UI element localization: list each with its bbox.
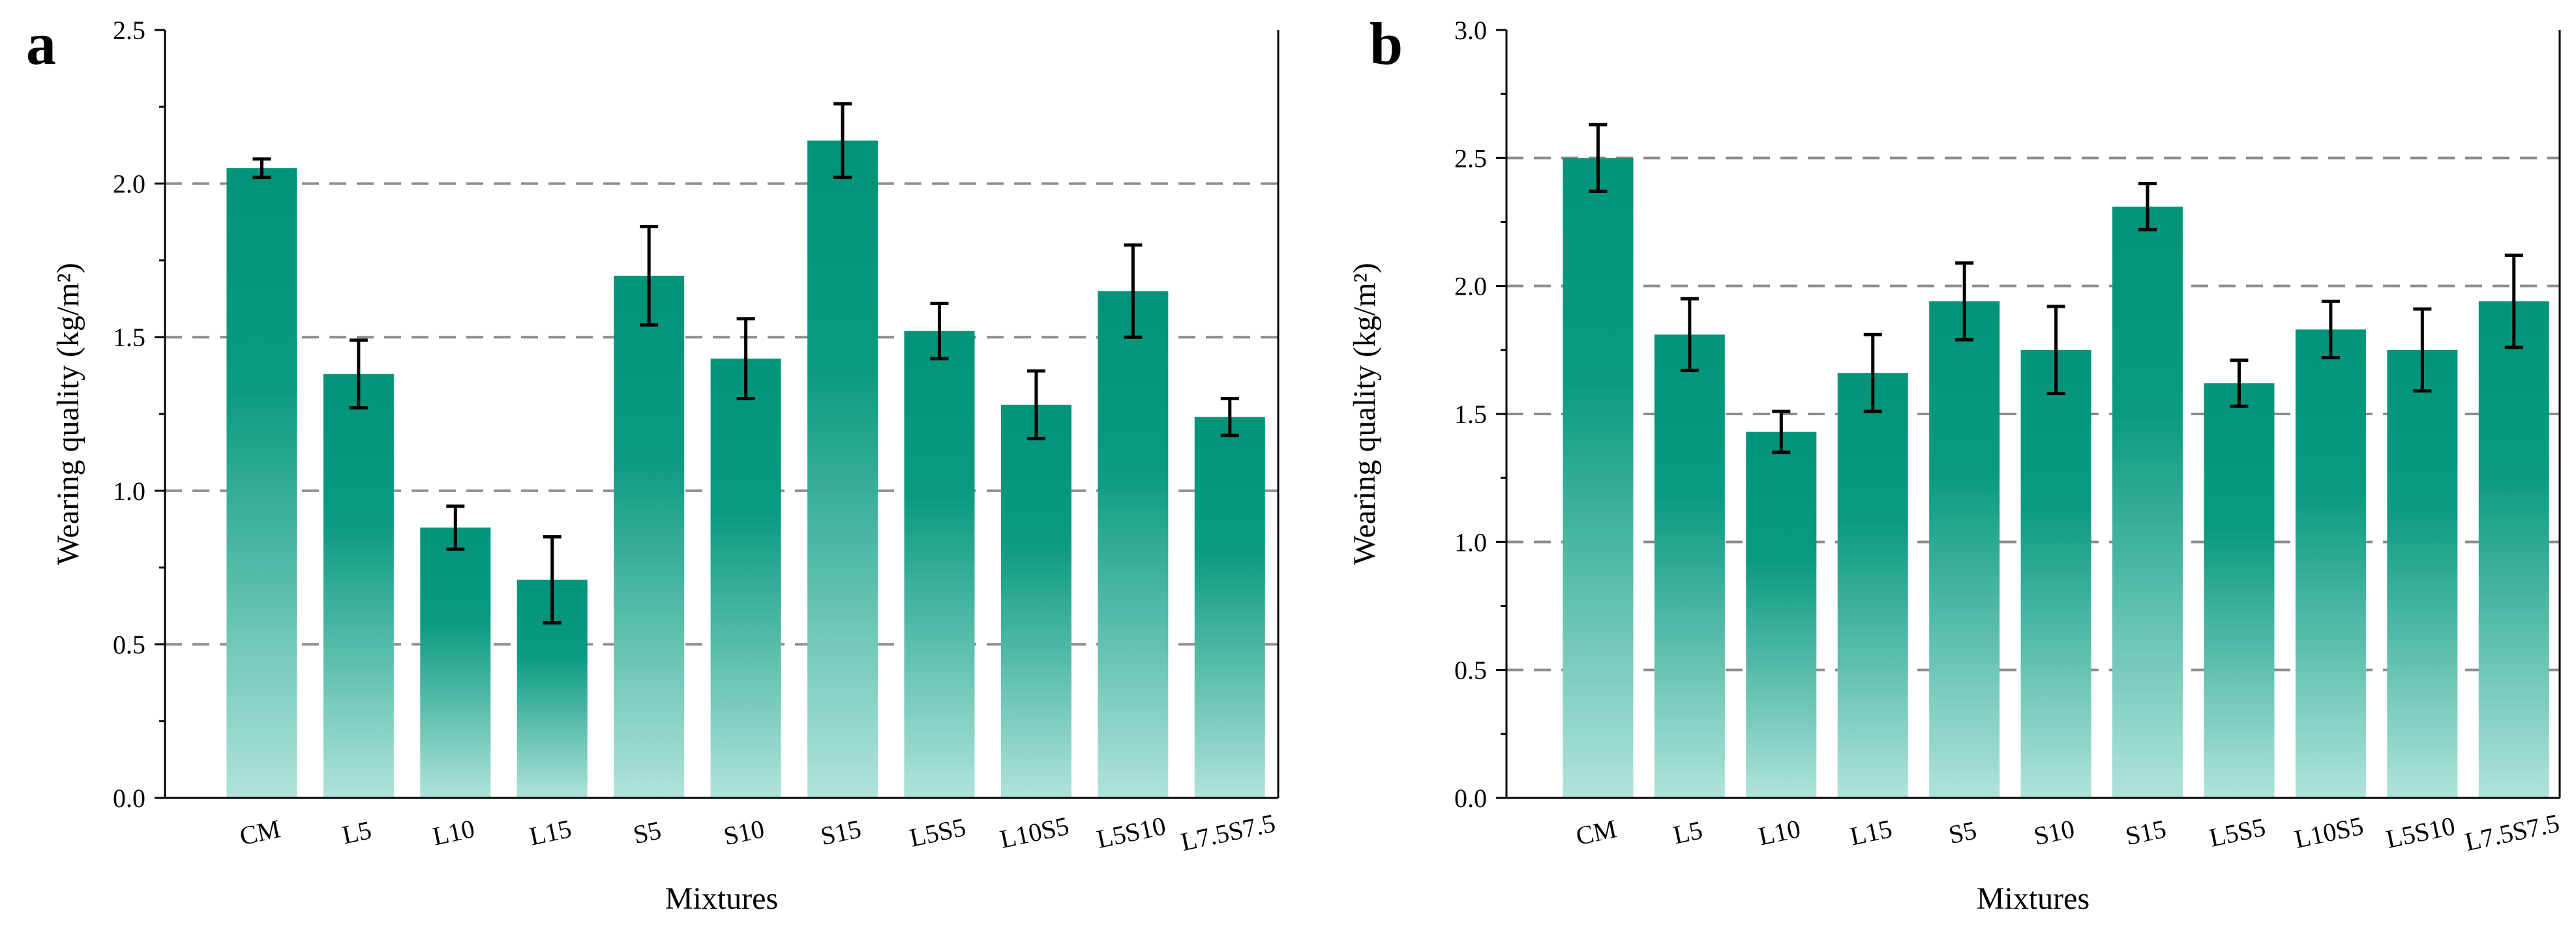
panel-a-xtick-label: S15: [818, 814, 863, 851]
panel-b-letter: b: [1370, 10, 1403, 77]
panel-a-bar-S15: [807, 140, 878, 798]
panel-b-xtick-label: S5: [1946, 815, 1979, 849]
panel-b-ytick-label: 1.0: [1454, 527, 1487, 557]
panel-a-xtick-label: S10: [721, 814, 767, 851]
panel-a-errorbar-L10S5: [1026, 369, 1045, 441]
panel-b-bar-CM: [1563, 158, 1634, 799]
panel-b: b 0.0 0.5 1.0 1.5 2.0 2.5 3.0 CM L5 L10 L15 S5 S10 S1…: [1347, 10, 2562, 916]
panel-a-xtick-label: L15: [527, 814, 574, 851]
panel-a-letter: a: [26, 10, 56, 77]
panel-a-errorbar-L5S5: [930, 301, 949, 360]
panel-a-xtick-label: L5S5: [907, 812, 968, 853]
panel-a-errorbar-L7.5S7.5: [1220, 396, 1239, 437]
panel-a-bar-L10: [420, 527, 491, 798]
panel-b-xtick-label: L15: [1848, 814, 1895, 851]
panel-b-errorbar-S10: [2046, 304, 2065, 396]
panel-a-xtick-label: L7.5S7.5: [1178, 808, 1278, 857]
panel-a-ytick-label: 1.0: [113, 477, 145, 506]
panel-b-ytick-label: 2.5: [1454, 143, 1487, 173]
panel-a-bar-L5: [323, 374, 394, 798]
panel-b-errorbar-L5: [1680, 297, 1699, 372]
panel-b-xtick-label: S10: [2031, 814, 2077, 851]
panel-a-errorbar-L5S10: [1124, 243, 1143, 339]
panel-b-ytick-label: 0.0: [1454, 784, 1487, 813]
panel-a-xtick-label: L10: [430, 814, 477, 851]
panel-a-bar-L5S10: [1098, 291, 1169, 798]
panel-a-errorbar-S10: [736, 317, 755, 400]
panel-b-bar-L5S10: [2387, 349, 2458, 798]
panel-b-errorbar-L7.5S7.5: [2504, 254, 2523, 349]
panel-b-errorbar-L5S5: [2230, 359, 2249, 408]
panel-b-bar-L10: [1746, 432, 1817, 798]
panel-b-plot: 0.0 0.5 1.0 1.5 2.0 2.5 3.0 CM L5 L10 L15 S5 S10 S15 L…: [1347, 16, 2562, 916]
panel-b-xtick-label: L7.5S7.5: [2463, 808, 2562, 857]
panel-b-xtick-label: CM: [1574, 814, 1619, 851]
panel-b-xtick-label: S15: [2123, 814, 2168, 851]
panel-a-ytick-label: 1.5: [113, 323, 145, 352]
panel-a-plot: 0.0 0.5 1.0 1.5 2.0 2.5 CM L5 L10 L15 S5 S10 S15 L5S5…: [51, 16, 1280, 916]
panel-a-xtick-label: CM: [237, 814, 283, 851]
panel-a-ytick-label: 2.5: [113, 16, 145, 45]
panel-a-yaxis-title: Wearing quality (kg/m²): [51, 263, 85, 565]
panel-a-ytick-label: 2.0: [113, 169, 145, 199]
panel-a-ytick-label: 0.0: [113, 784, 145, 813]
panel-a: a 0.0 0.5 1.0 1.5 2.0 2.5 CM L5 L10 L15 S5 S10 S15 L5…: [26, 10, 1280, 916]
panel-a-bar-S10: [710, 359, 781, 798]
panel-b-ytick-label: 1.5: [1454, 400, 1487, 429]
panel-a-bar-L10S5: [1000, 404, 1071, 798]
panel-b-xtick-label: L5: [1671, 815, 1705, 849]
panel-a-bar-S5: [614, 275, 685, 799]
panel-b-errorbar-L10: [1772, 409, 1791, 454]
panel-a-errorbar-S15: [833, 102, 852, 179]
panel-b-xtick-label: L10: [1756, 814, 1803, 851]
panel-a-xaxis-title: Mixtures: [665, 881, 778, 916]
panel-b-bar-L15: [1837, 373, 1908, 798]
panel-b-ytick-label: 3.0: [1454, 16, 1487, 45]
panel-b-errorbar-L5S10: [2413, 307, 2432, 393]
panel-b-bar-L5: [1654, 334, 1725, 798]
panel-a-errorbar-L15: [543, 535, 562, 625]
panel-b-bar-S15: [2112, 206, 2183, 798]
panel-a-bar-L5S5: [904, 331, 975, 798]
panel-b-errorbar-S5: [1955, 261, 1974, 342]
panel-b-bar-L10S5: [2295, 329, 2366, 798]
panel-a-errorbar-L10: [446, 504, 465, 551]
panel-b-xtick-label: L5S5: [2207, 812, 2268, 853]
panel-a-errorbar-CM: [252, 157, 271, 179]
panel-a-errorbar-L5: [349, 338, 368, 410]
panel-a-xtick-label: L5S10: [1094, 811, 1169, 854]
panel-b-xtick-label: L5S10: [2384, 811, 2458, 854]
panel-b-bar-L5S5: [2204, 383, 2275, 798]
panel-b-errorbar-S15: [2138, 182, 2157, 231]
panel-a-bar-CM: [226, 168, 297, 798]
panel-a-bar-L7.5S7.5: [1194, 417, 1265, 798]
panel-b-xaxis-title: Mixtures: [1977, 881, 2089, 916]
panel-a-xtick-label: L5: [340, 815, 374, 849]
panel-b-ytick-label: 2.0: [1454, 272, 1487, 301]
panel-a-xtick-label: S5: [631, 815, 664, 849]
panel-b-bar-S10: [2020, 349, 2091, 798]
panel-a-xtick-label: L10S5: [997, 811, 1071, 854]
panel-b-ytick-label: 0.5: [1454, 656, 1487, 685]
panel-b-bar-S5: [1929, 301, 2000, 798]
panel-b-xtick-label: L10S5: [2292, 811, 2366, 854]
panel-b-bar-L7.5S7.5: [2478, 301, 2549, 798]
panel-b-errorbar-CM: [1589, 123, 1608, 193]
panel-a-ytick-label: 0.5: [113, 630, 145, 659]
panel-b-yaxis-title: Wearing quality (kg/m²): [1347, 263, 1382, 565]
panel-b-errorbar-L15: [1863, 332, 1882, 413]
panel-b-errorbar-L10S5: [2321, 299, 2340, 360]
panel-a-errorbar-S5: [640, 225, 659, 327]
